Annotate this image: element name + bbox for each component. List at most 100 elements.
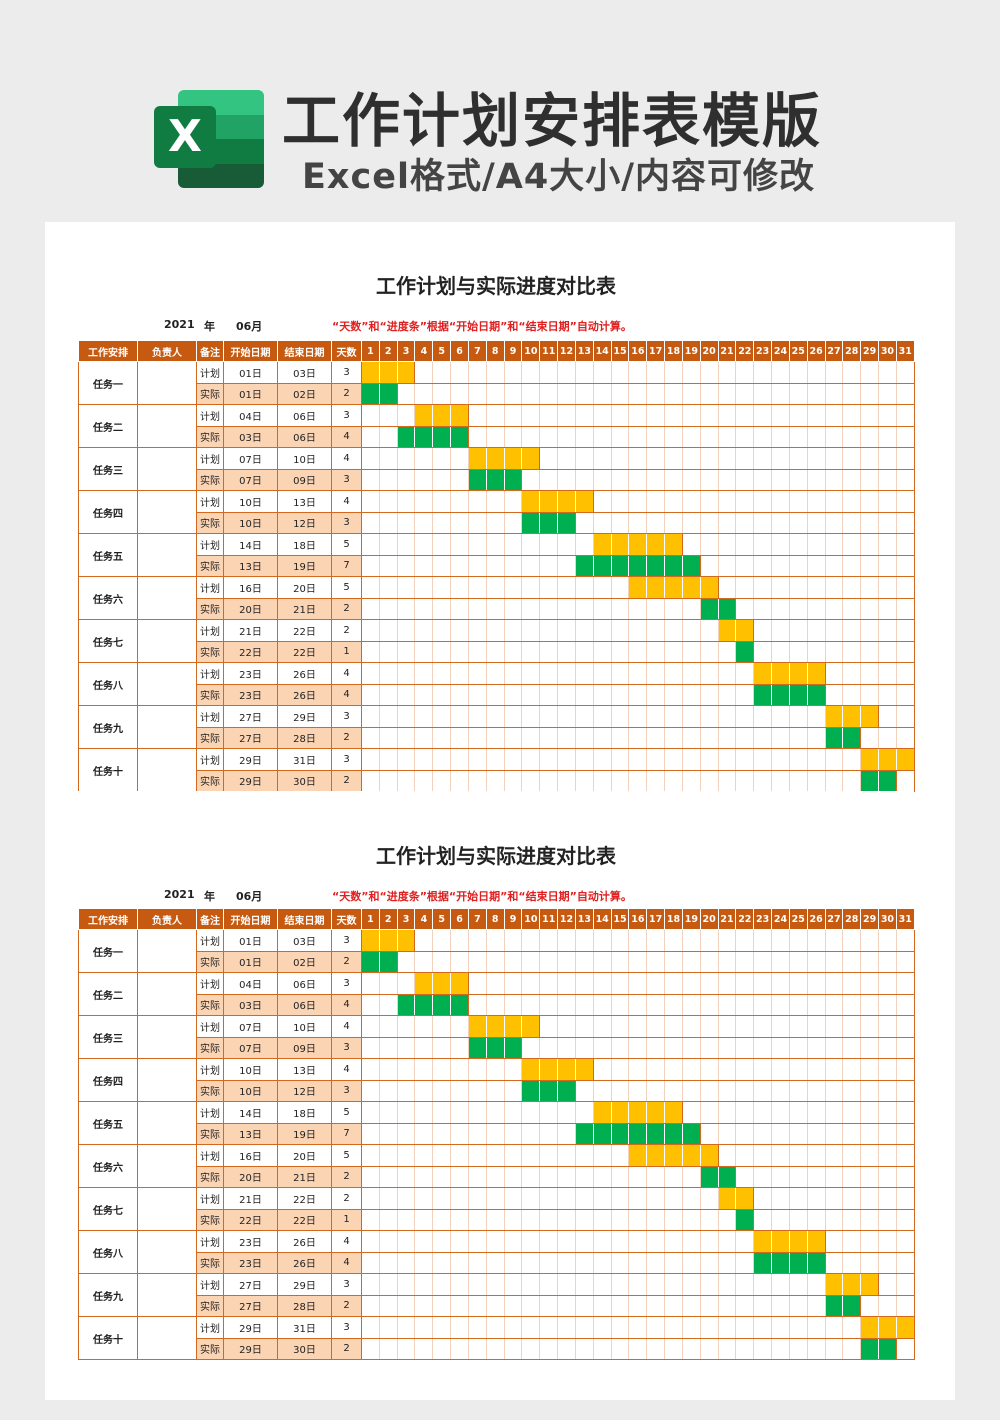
day-cell xyxy=(396,705,416,728)
start-date: 20日 xyxy=(223,1165,278,1188)
day-cell xyxy=(521,683,541,706)
day-cell xyxy=(664,619,683,642)
day-cell xyxy=(824,468,844,491)
actual-progress-bar xyxy=(379,382,398,405)
day-cell xyxy=(539,1337,559,1360)
day-cell xyxy=(735,1273,755,1296)
day-cell xyxy=(467,1144,487,1167)
day-cell xyxy=(771,1058,790,1081)
day-cell xyxy=(539,1015,559,1038)
day-count: 4 xyxy=(331,662,362,685)
day-cell xyxy=(681,382,701,405)
day-cell xyxy=(771,619,790,642)
day-cell xyxy=(788,468,808,491)
day-cell xyxy=(378,748,398,771)
plan-row: 任务一 计划 01日 03日 3 xyxy=(78,929,915,973)
plan-row: 任务十 计划 29日 31日 3 xyxy=(78,1316,915,1360)
day-cell xyxy=(592,1079,612,1102)
day-cell xyxy=(771,705,790,728)
day-cell xyxy=(895,404,915,427)
day-cell xyxy=(664,705,683,728)
plan-progress-bar xyxy=(664,1101,683,1124)
day-cell xyxy=(396,404,416,427)
day-header: 28 xyxy=(842,908,862,930)
day-cell xyxy=(753,726,773,749)
actual-row: 实际 22日 22日 1 xyxy=(79,640,915,663)
day-cell xyxy=(432,1187,452,1210)
plan-progress-bar xyxy=(717,619,736,642)
day-cell xyxy=(824,1337,844,1360)
day-cell xyxy=(361,748,380,771)
day-cell xyxy=(467,972,487,995)
day-cell xyxy=(878,425,897,448)
day-cell xyxy=(664,1337,683,1360)
day-cell xyxy=(895,1079,915,1102)
task-owner xyxy=(137,619,197,663)
day-cell xyxy=(521,619,541,642)
day-cell xyxy=(646,1337,666,1360)
day-cell xyxy=(824,1316,844,1339)
plan-progress-bar xyxy=(414,404,433,427)
day-cell xyxy=(717,748,737,771)
day-cell xyxy=(539,1230,559,1253)
day-cell xyxy=(450,1122,469,1145)
day-cell xyxy=(788,361,808,384)
actual-progress-bar xyxy=(486,468,505,491)
day-cell xyxy=(485,576,505,599)
day-cell xyxy=(771,597,790,620)
day-cell xyxy=(361,1316,380,1339)
row-remark: 实际 xyxy=(196,1079,224,1102)
plan-progress-bar xyxy=(611,533,629,556)
day-cell xyxy=(485,1294,505,1317)
day-cell xyxy=(860,1058,880,1081)
day-header: 25 xyxy=(788,340,808,362)
day-cell xyxy=(467,382,487,405)
day-cell xyxy=(646,1208,666,1231)
day-cell xyxy=(574,993,594,1016)
day-cell xyxy=(396,533,416,556)
day-count: 3 xyxy=(331,705,362,728)
day-cell xyxy=(681,1273,701,1296)
day-count: 2 xyxy=(331,1337,362,1360)
start-date: 13日 xyxy=(223,1122,278,1145)
day-cell xyxy=(574,447,594,470)
plan-progress-bar xyxy=(896,1316,915,1339)
end-date: 21日 xyxy=(277,1165,332,1188)
plan-row: 任务三 计划 07日 10日 4 xyxy=(78,447,915,491)
day-cell xyxy=(699,1079,719,1102)
day-cell xyxy=(788,1144,808,1167)
day-cell xyxy=(771,1165,790,1188)
day-cell xyxy=(664,1079,683,1102)
day-cell xyxy=(378,597,398,620)
row-remark: 实际 xyxy=(196,683,224,706)
day-cell xyxy=(771,404,790,427)
task-owner xyxy=(137,705,197,749)
day-cell xyxy=(521,972,541,995)
day-cell xyxy=(824,382,844,405)
day-cell xyxy=(664,726,683,749)
day-cell xyxy=(467,1165,487,1188)
day-cell xyxy=(610,640,630,663)
day-cell xyxy=(574,972,594,995)
plan-progress-bar xyxy=(611,1101,629,1124)
day-cell xyxy=(432,640,452,663)
day-cell xyxy=(878,511,897,534)
start-date: 10日 xyxy=(223,1058,278,1081)
day-cell xyxy=(521,1230,541,1253)
day-cell xyxy=(824,1122,844,1145)
plan-progress-bar xyxy=(397,929,416,952)
day-cell xyxy=(467,404,487,427)
day-cell xyxy=(717,993,737,1016)
day-cell xyxy=(432,554,452,577)
day-cell xyxy=(806,361,826,384)
day-cell xyxy=(895,1165,915,1188)
row-remark: 实际 xyxy=(196,1294,224,1317)
day-cell xyxy=(378,769,398,792)
day-cell xyxy=(396,640,416,663)
day-cell xyxy=(628,662,648,685)
day-cell xyxy=(699,1230,719,1253)
day-cell xyxy=(574,1036,594,1059)
day-cell xyxy=(878,640,897,663)
day-cell xyxy=(396,1058,416,1081)
day-header: 21 xyxy=(717,908,737,930)
